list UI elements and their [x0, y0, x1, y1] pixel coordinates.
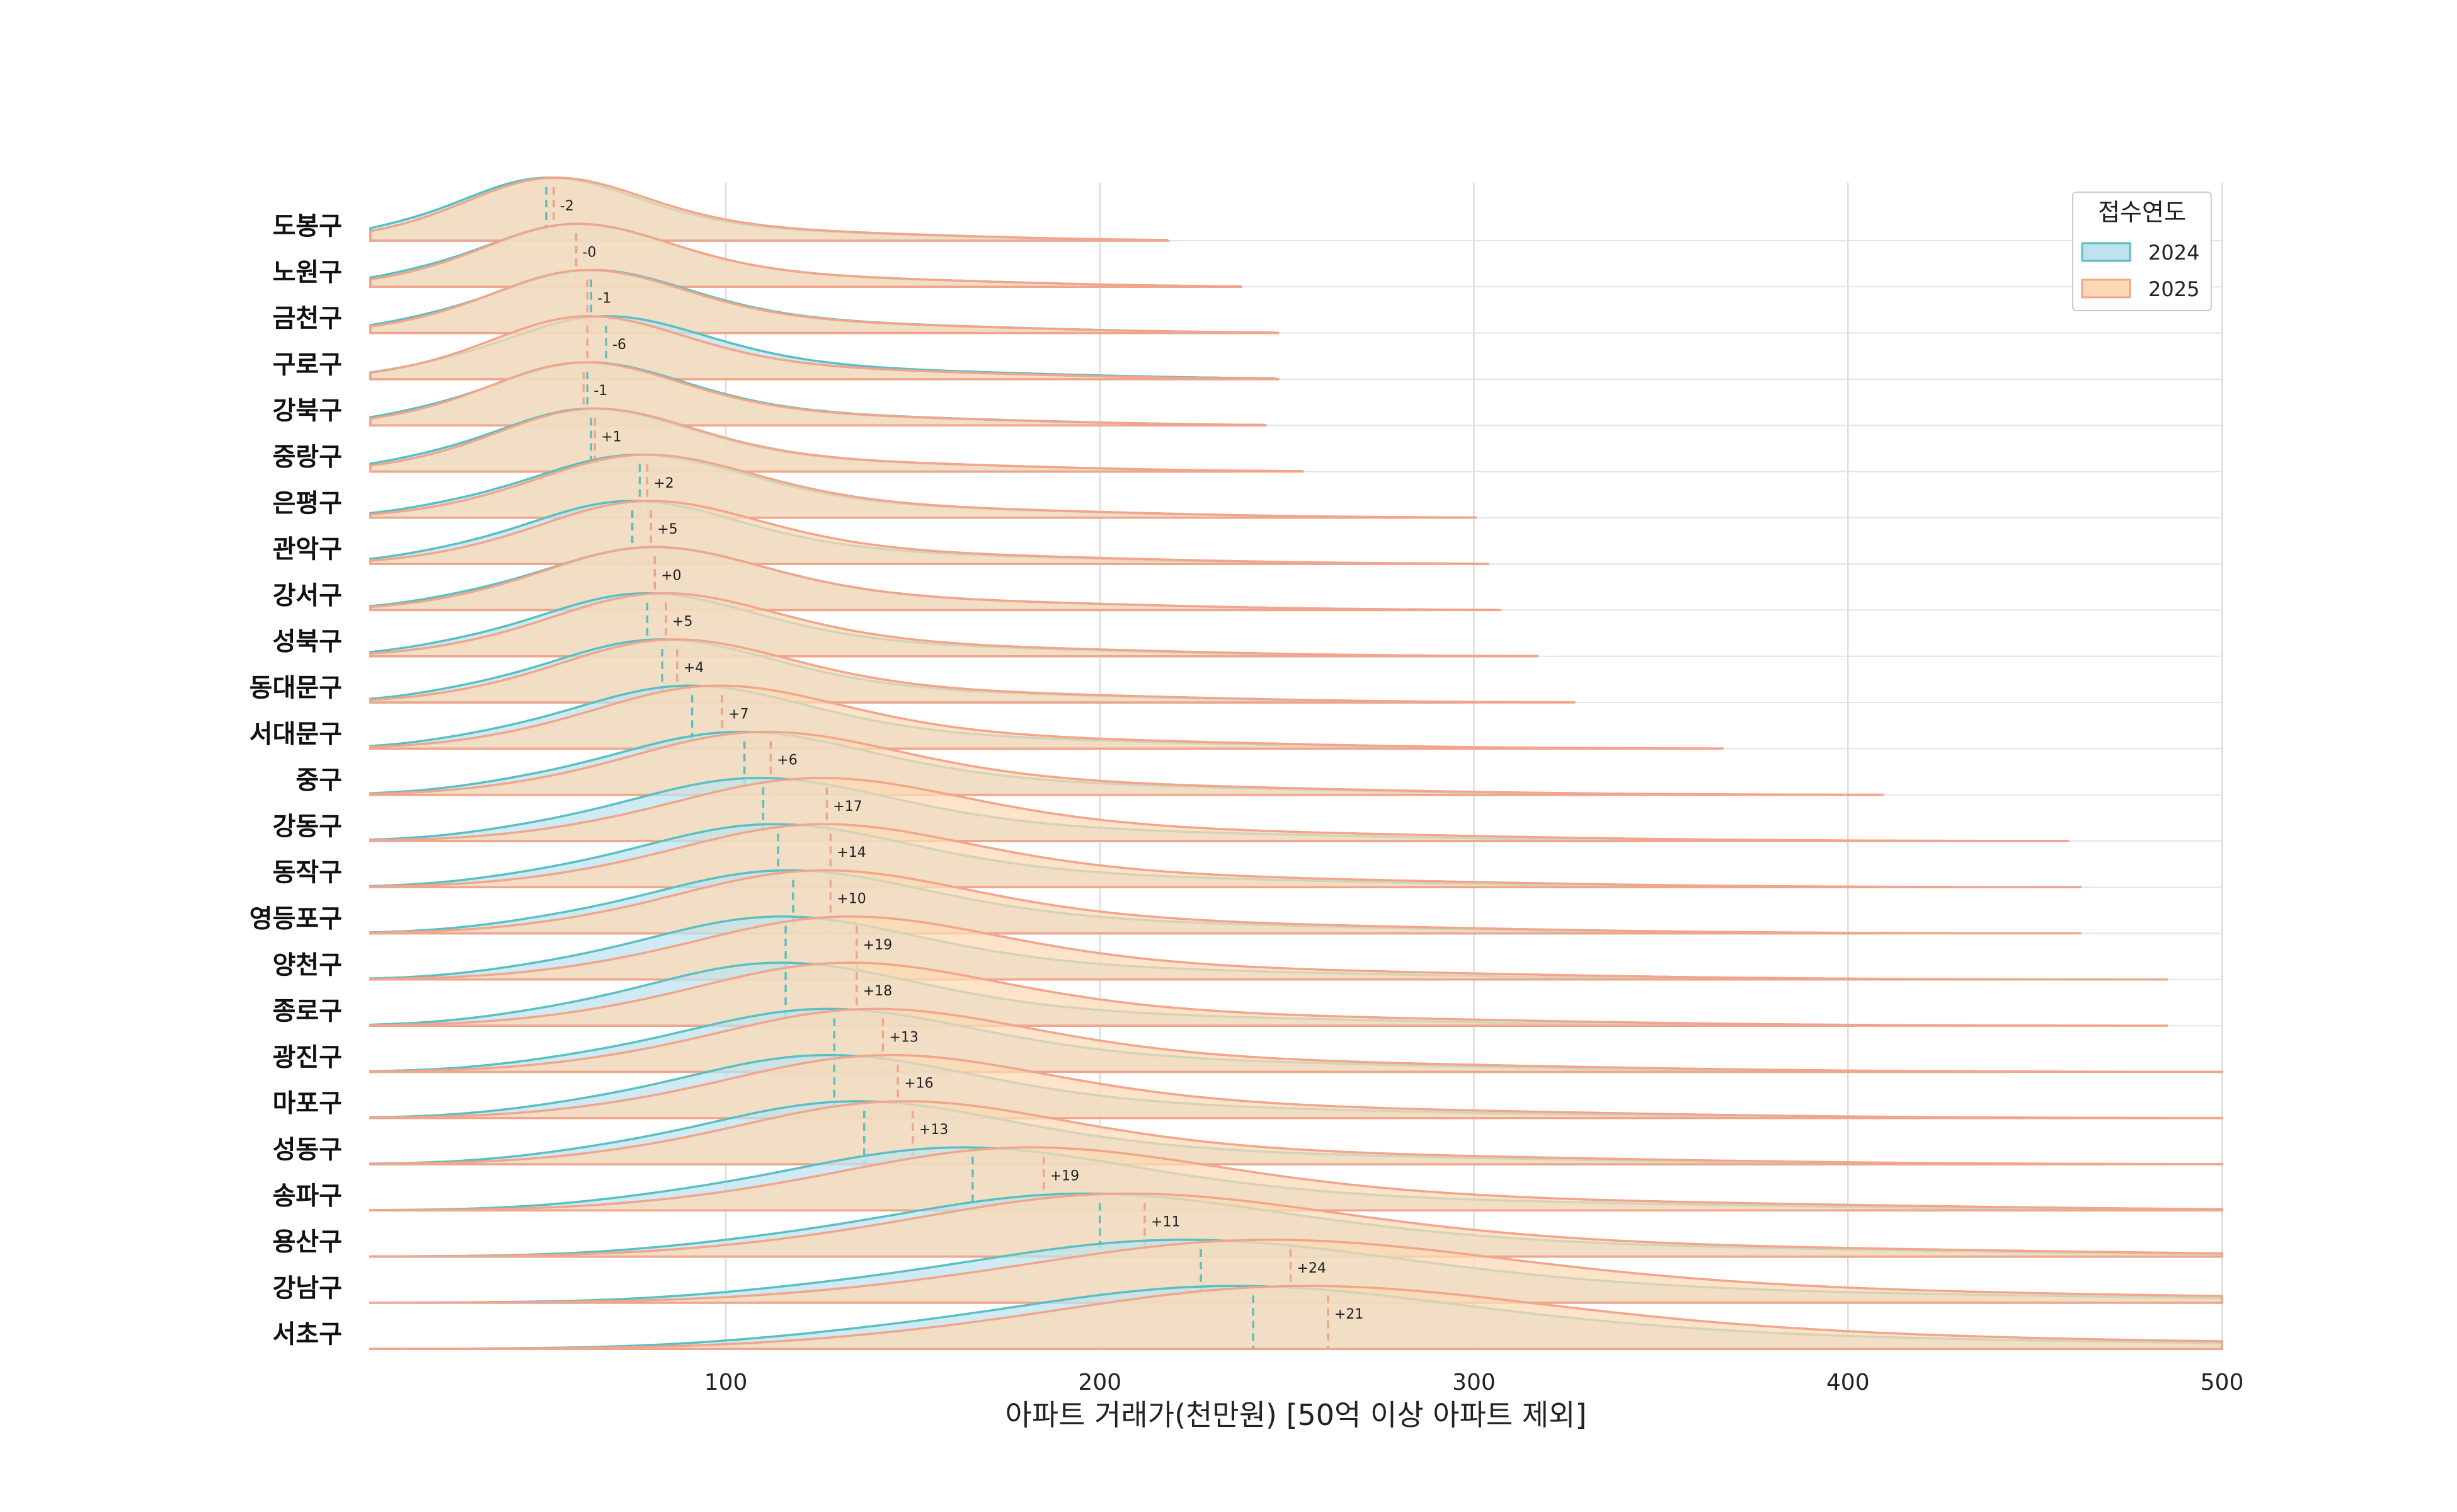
district-label: 서대문구	[249, 719, 342, 748]
district-label: 노원구	[273, 258, 342, 287]
median-diff-label: +21	[1334, 1307, 1363, 1322]
ridge-구로구: -6	[369, 315, 2222, 381]
district-label: 동작구	[273, 858, 342, 887]
legend-label-2024: 2024	[2148, 241, 2199, 265]
ridge-서대문구: +7	[369, 684, 2222, 750]
median-diff-label: +5	[657, 522, 677, 537]
density-2025	[369, 176, 1171, 242]
district-label: 광진구	[273, 1043, 342, 1072]
district-label: 관악구	[273, 535, 342, 564]
district-label: 양천구	[273, 951, 342, 980]
density-2025	[369, 1146, 2223, 1212]
median-diff-label: +13	[919, 1122, 948, 1138]
ridge-용산구: +11	[369, 1192, 2223, 1258]
district-label: 영등포구	[249, 905, 342, 934]
x-tick-labels: 100 200 300 400 500	[704, 1370, 2244, 1395]
district-label: 용산구	[273, 1228, 342, 1257]
median-diff-label: +19	[863, 937, 892, 953]
district-label: 중랑구	[273, 443, 342, 472]
x-axis-label: 아파트 거래가(천만원) [50억 이상 아파트 제외]	[1005, 1398, 1587, 1432]
district-label: 동대문구	[249, 673, 342, 702]
ridge-중랑구: +1	[369, 407, 2222, 473]
median-diff-label: -2	[560, 198, 574, 214]
median-diff-label: +14	[837, 845, 866, 861]
median-diff-label: -1	[593, 383, 607, 399]
x-tick-label: 500	[2201, 1370, 2244, 1395]
legend: 접수연도 2024 2025	[2072, 192, 2212, 311]
legend-swatch-2024	[2081, 242, 2131, 262]
x-tick-label: 400	[1826, 1370, 1870, 1395]
district-label: 종로구	[273, 997, 342, 1026]
legend-title: 접수연도	[2098, 198, 2186, 226]
ridge-서초구: +21	[369, 1285, 2223, 1350]
density-2025	[369, 1192, 2223, 1258]
median-diff-label: +10	[837, 891, 866, 907]
district-label: 성동구	[273, 1135, 342, 1164]
district-label: 강서구	[273, 581, 342, 610]
ridge-성동구: +13	[369, 1100, 2223, 1166]
median-diff-label: +7	[728, 706, 748, 722]
district-label: 서초구	[273, 1320, 342, 1349]
median-diff-label: -1	[597, 291, 611, 307]
median-diff-label: +13	[889, 1029, 918, 1045]
district-label: 도봉구	[273, 212, 342, 241]
district-label: 중구	[295, 766, 342, 795]
median-diff-label: +0	[661, 568, 681, 583]
ridge-도봉구: -2	[369, 176, 2222, 242]
x-tick-label: 300	[1452, 1370, 1496, 1395]
district-label: 금천구	[273, 304, 342, 333]
median-diff-label: +11	[1151, 1215, 1180, 1230]
density-2025	[369, 407, 1304, 473]
legend-label-2025: 2025	[2148, 277, 2199, 301]
district-label: 강북구	[273, 396, 342, 425]
density-2025	[369, 1100, 2223, 1166]
district-label: 송파구	[273, 1181, 342, 1210]
district-labels: 도봉구노원구금천구구로구강북구중랑구은평구관악구강서구성북구동대문구서대문구중구…	[249, 212, 342, 1349]
x-tick-label: 200	[1078, 1370, 1121, 1395]
median-diff-label: +5	[672, 614, 692, 630]
median-diff-label: +18	[863, 983, 892, 999]
density-2025	[369, 1285, 2223, 1350]
district-label: 마포구	[273, 1089, 342, 1118]
density-2025	[369, 1239, 2223, 1304]
median-diff-label: +19	[1050, 1168, 1079, 1184]
median-diff-label: +17	[833, 799, 862, 815]
ridge-layer: -2 -0 -1 -6 -1 +1 +2 +5 +0 +5 +4 +7 +6 +17 +14 +10 +19 +1…	[369, 176, 2223, 1350]
median-diff-label: +1	[601, 430, 621, 445]
median-diff-label: -6	[612, 337, 626, 353]
district-label: 은평구	[273, 489, 342, 518]
median-diff-label: -0	[583, 244, 597, 260]
median-diff-label: +24	[1297, 1261, 1326, 1276]
median-diff-label: +2	[653, 476, 673, 491]
median-diff-label: +4	[684, 660, 704, 676]
median-diff-label: +16	[904, 1076, 933, 1092]
median-diff-label: +6	[777, 753, 797, 769]
district-label: 구로구	[273, 350, 342, 379]
legend-swatch-2025	[2081, 278, 2131, 299]
district-label: 강동구	[273, 812, 342, 841]
x-tick-label: 100	[704, 1370, 748, 1395]
district-label: 성북구	[273, 627, 342, 656]
district-label: 강남구	[273, 1274, 342, 1303]
